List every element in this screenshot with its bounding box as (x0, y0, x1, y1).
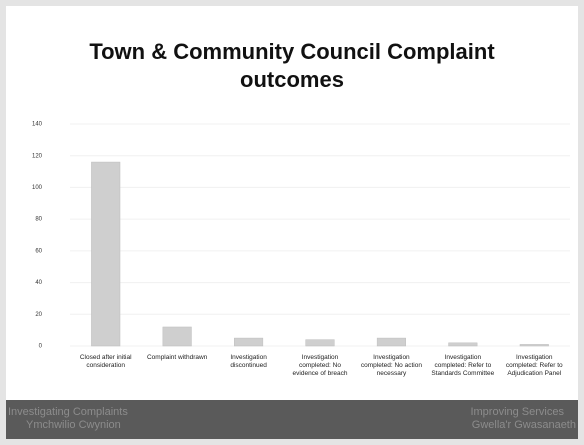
x-tick-label: Closed after initial consideration (79, 354, 132, 369)
y-tick-label: 100 (32, 185, 43, 191)
bar (448, 342, 478, 347)
footer: Investigating Complaints Ymchwilio Cwyni… (6, 400, 578, 439)
y-tick-label: 0 (39, 344, 43, 350)
footer-right: Gwella'r Gwasanaeth (471, 419, 576, 431)
footer-right: Improving Services (470, 406, 564, 418)
y-tick-label: 80 (35, 217, 42, 223)
y-tick-label: 120 (32, 153, 43, 159)
bar (234, 337, 264, 347)
x-tick-label: Investigation completed: No evidence of … (292, 354, 348, 377)
footer-left: Investigating Complaints (8, 406, 128, 418)
x-tick-label: Complaint withdrawn (146, 354, 208, 361)
bar (305, 339, 335, 347)
x-tick-label: Investigation discontinued (230, 354, 267, 369)
y-tick-label: 140 (32, 122, 43, 128)
bar (162, 326, 192, 347)
chart: 0 20 40 60 80 100 120 140 (32, 122, 570, 350)
y-tick-label: 20 (35, 312, 42, 318)
y-tick-label: 40 (35, 280, 42, 286)
bar (519, 344, 549, 347)
slide: Town & Community Council Complaint outco… (6, 6, 578, 439)
chart-title: Town & Community Council Complaint outco… (89, 39, 495, 92)
y-tick-label: 60 (35, 248, 42, 254)
x-tick-label: Investigation completed: Refer to Standa… (431, 354, 495, 377)
x-tick-label: Investigation completed: Refer to Adjudi… (505, 354, 563, 377)
bar (376, 337, 406, 347)
footer-left: Ymchwilio Cwynion (26, 419, 121, 431)
bar (91, 161, 121, 347)
x-tick-label: Investigation completed: No action neces… (360, 354, 422, 377)
